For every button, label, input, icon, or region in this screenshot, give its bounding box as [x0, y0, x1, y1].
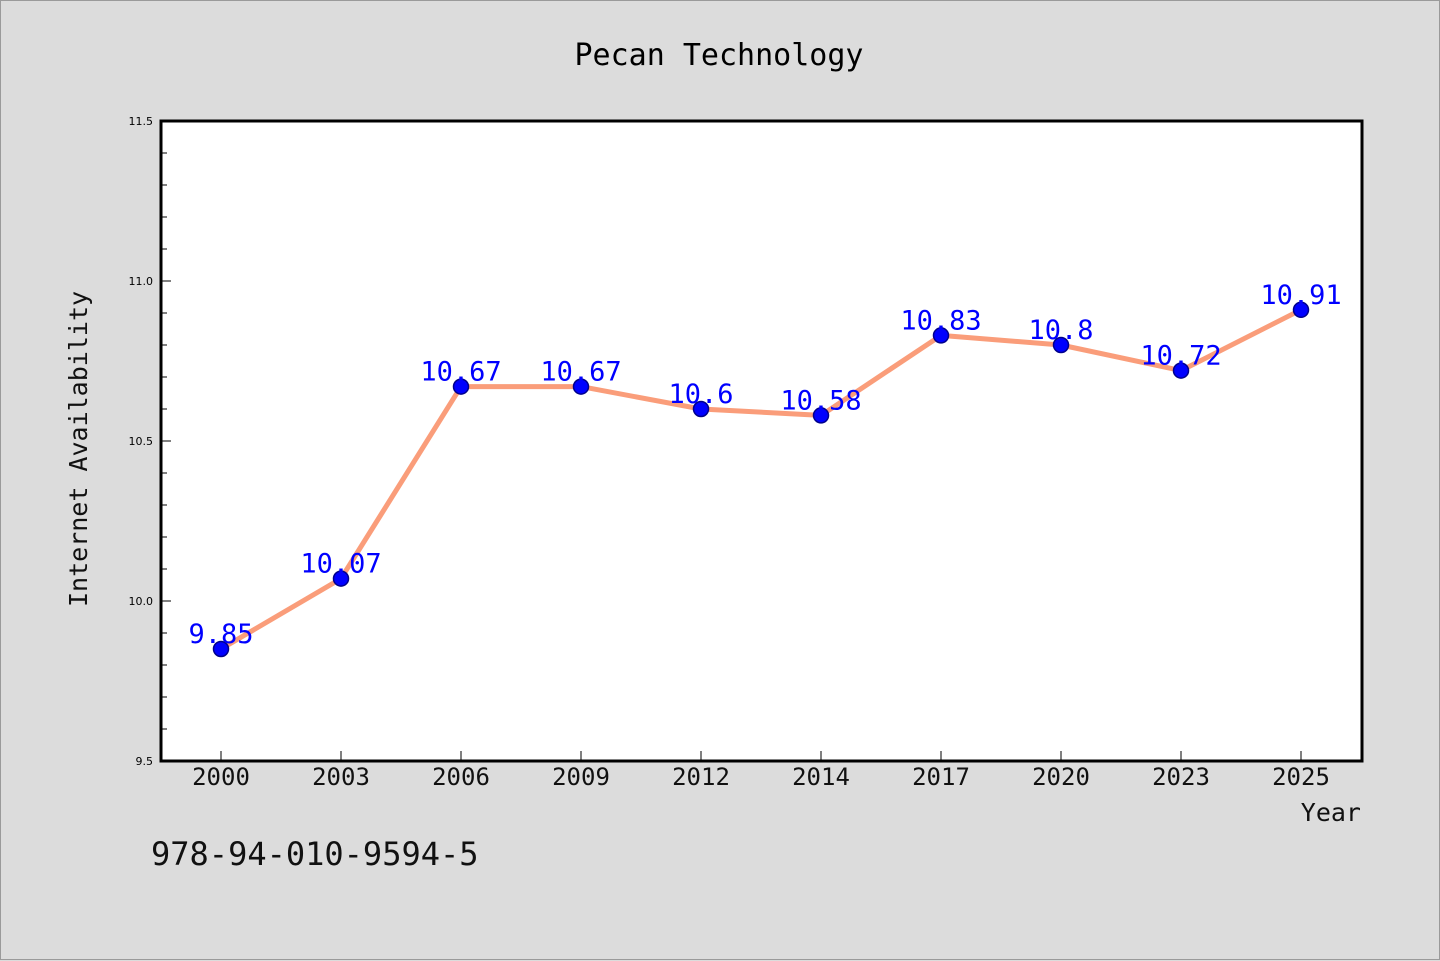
x-tick-label: 2006: [432, 763, 490, 791]
data-point: [452, 378, 470, 395]
data-label: 10.67: [540, 357, 621, 388]
series-layer: 9.85 10.07 10.67 10.67 10.6 10.58 10.83 10.8 10.…: [188, 280, 1342, 658]
series-line: [218, 307, 1304, 652]
y-tick-label: 10.0: [129, 595, 154, 608]
y-tick-label: 11.0: [129, 275, 154, 288]
data-label: 10.72: [1140, 341, 1221, 372]
y-tick-label: 10.5: [129, 435, 154, 448]
data-point: [1172, 362, 1190, 379]
isbn-footer: 978-94-010-9594-5: [151, 835, 479, 873]
y-axis: 9.5 10.0 10.5 11.0 11.5: [129, 115, 171, 768]
x-tick-label: 2023: [1152, 763, 1210, 791]
data-point: [1052, 336, 1070, 354]
data-point: [692, 400, 710, 418]
y-tick-label: 9.5: [136, 755, 154, 768]
data-label: 10.07: [300, 549, 381, 580]
data-label: 10.83: [900, 305, 981, 336]
data-point: [812, 407, 830, 424]
data-point: [1292, 301, 1310, 319]
x-tick-label: 2003: [312, 763, 370, 791]
x-axis-title: Year: [1301, 798, 1361, 827]
data-point: [572, 378, 590, 395]
data-label: 10.6: [668, 379, 733, 410]
x-tick-label: 2020: [1032, 763, 1090, 791]
data-label: 9.85: [188, 619, 253, 650]
x-tick-label: 2009: [552, 763, 610, 791]
data-label: 10.67: [420, 357, 501, 388]
data-point: [212, 640, 230, 658]
data-point: [332, 570, 350, 587]
y-tick-label: 11.5: [129, 115, 154, 128]
data-point: [932, 327, 950, 344]
data-label: 10.8: [1028, 315, 1093, 346]
x-tick-label: 2014: [792, 763, 850, 791]
chart-title: Pecan Technology: [575, 38, 864, 73]
x-tick-label: 2025: [1272, 763, 1330, 791]
y-axis-title: Internet Availability: [64, 291, 93, 607]
x-tick-label: 2012: [672, 763, 730, 791]
data-label: 10.58: [780, 385, 861, 416]
x-tick-label: 2017: [912, 763, 970, 791]
data-label: 10.91: [1260, 280, 1341, 311]
x-tick-label: 2000: [192, 763, 250, 791]
plot-area: [159, 119, 1364, 763]
x-axis: 2000 2003 2006 2009 2012 2014 2017 2020 2023 2025: [192, 751, 1330, 791]
